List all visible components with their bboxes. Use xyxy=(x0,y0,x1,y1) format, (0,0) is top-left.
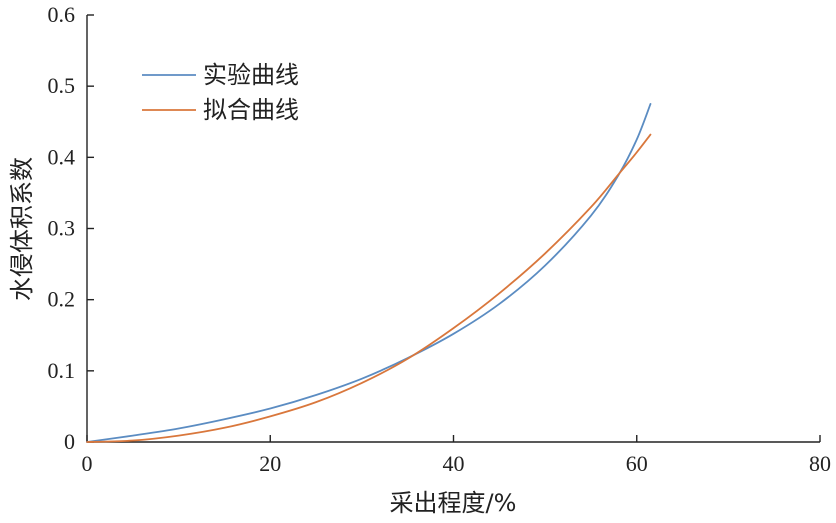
y-tick-label: 0.5 xyxy=(48,73,76,98)
x-axis-label: 采出程度/% xyxy=(390,489,517,517)
x-tick-label: 60 xyxy=(626,451,648,476)
y-tick-label: 0.1 xyxy=(48,358,76,383)
x-tick-label: 0 xyxy=(82,451,93,476)
ticks: 0 20 40 60 80 0 0.1 0.2 0.3 0.4 0.5 0.6 xyxy=(48,2,832,476)
series-line-2 xyxy=(86,133,652,443)
x-tick-label: 80 xyxy=(809,451,831,476)
legend-label-2: 拟合曲线 xyxy=(203,96,299,124)
legend-label-1: 实验曲线 xyxy=(203,61,299,89)
axes xyxy=(86,15,820,443)
y-tick-label: 0.4 xyxy=(48,144,76,169)
series-layer xyxy=(86,103,652,443)
y-tick-label: 0 xyxy=(64,429,75,454)
x-tick-label: 20 xyxy=(259,451,281,476)
series-line-1 xyxy=(86,103,652,443)
y-axis-label: 水侵体积系数 xyxy=(8,157,36,301)
x-tick-label: 40 xyxy=(443,451,465,476)
y-tick-label: 0.6 xyxy=(48,2,76,27)
y-tick-label: 0.2 xyxy=(48,287,76,312)
y-tick-label: 0.3 xyxy=(48,216,76,241)
